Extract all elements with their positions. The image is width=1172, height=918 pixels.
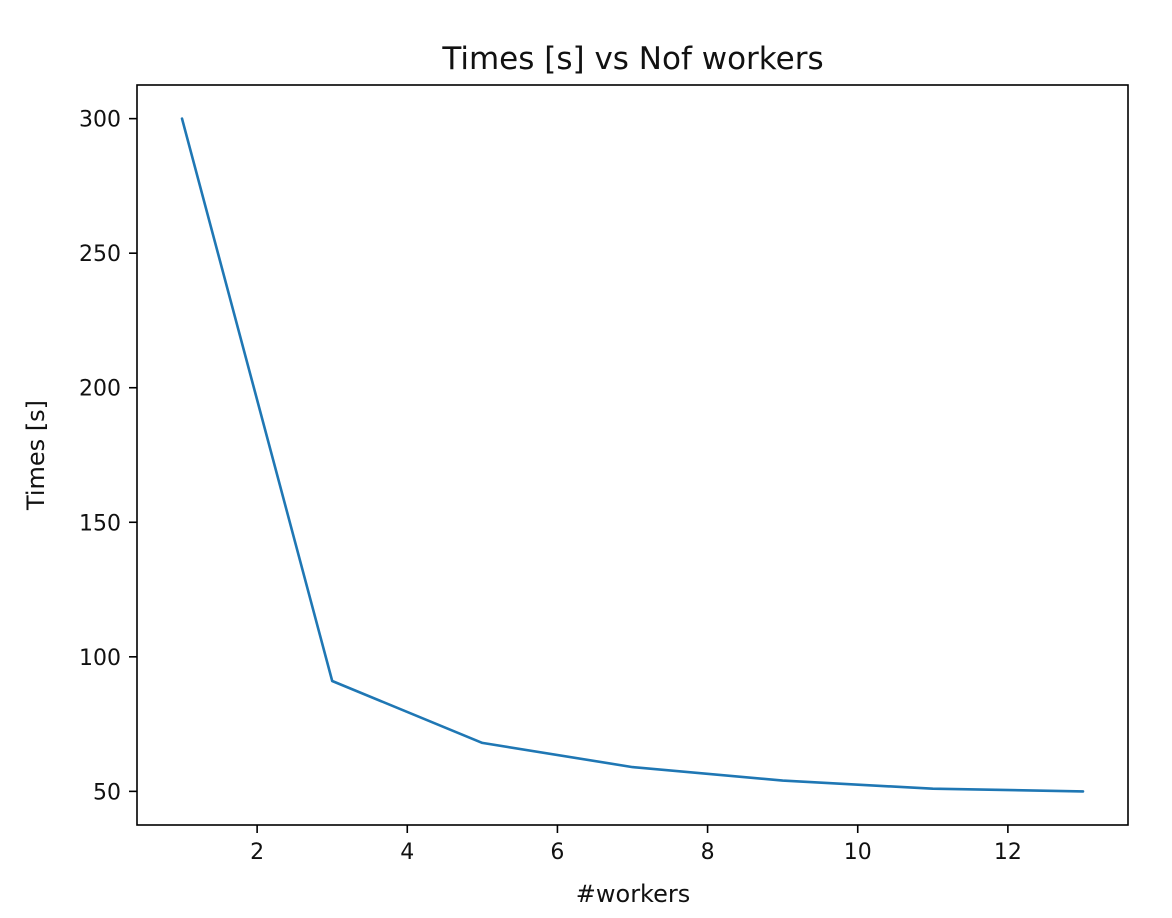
y-tick-label: 200 xyxy=(79,377,121,402)
x-axis-label: #workers xyxy=(576,880,690,908)
x-tick-label: 6 xyxy=(550,840,564,865)
y-tick-label: 300 xyxy=(79,108,121,133)
x-tick-label: 8 xyxy=(701,840,715,865)
series-line xyxy=(180,117,1085,793)
y-tick-label: 150 xyxy=(79,511,121,536)
y-axis-ticks: 50 100 150 200 250 300 xyxy=(79,108,137,805)
plot-frame xyxy=(136,84,1129,826)
x-axis-ticks: 2 4 6 8 10 12 xyxy=(250,825,1022,865)
x-tick-label: 4 xyxy=(400,840,414,865)
y-axis-label: Times [s] xyxy=(22,400,50,511)
chart-title: Times [s] vs Nof workers xyxy=(441,41,823,77)
y-tick-label: 250 xyxy=(79,242,121,267)
x-tick-label: 2 xyxy=(250,840,264,865)
y-tick-label: 100 xyxy=(79,646,121,671)
x-tick-label: 10 xyxy=(844,840,872,865)
x-tick-label: 12 xyxy=(994,840,1022,865)
y-tick-label: 50 xyxy=(93,780,121,805)
